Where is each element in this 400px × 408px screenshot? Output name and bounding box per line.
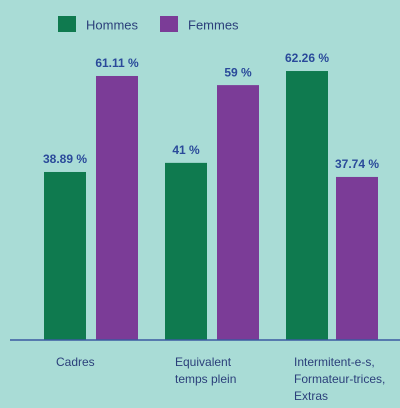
data-label: 62.26 % — [285, 51, 329, 65]
bar — [286, 71, 328, 340]
data-label: 37.74 % — [335, 157, 379, 171]
bar — [44, 171, 86, 340]
legend-label: Femmes — [188, 17, 239, 32]
data-label: 59 % — [224, 65, 252, 79]
x-tick-label: Cadres — [56, 355, 95, 369]
legend-swatch — [160, 16, 178, 32]
data-label: 38.89 % — [43, 152, 87, 166]
x-tick-label: Intermitent-e-s, Formateur-trices, Extra… — [294, 355, 386, 403]
legend-label: Hommes — [86, 17, 139, 32]
data-label: 61.11 % — [95, 56, 139, 70]
bar — [165, 162, 207, 340]
legend-swatch — [58, 16, 76, 32]
bar — [96, 75, 138, 341]
x-tick-label: Equivalent temps plein — [175, 355, 237, 386]
bar — [217, 85, 259, 340]
bar — [336, 176, 378, 340]
data-label: 41 % — [172, 143, 200, 157]
